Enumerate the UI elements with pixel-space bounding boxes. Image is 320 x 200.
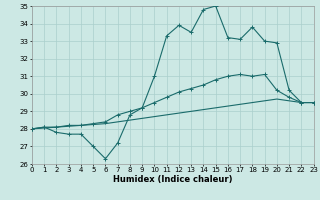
- X-axis label: Humidex (Indice chaleur): Humidex (Indice chaleur): [113, 175, 233, 184]
